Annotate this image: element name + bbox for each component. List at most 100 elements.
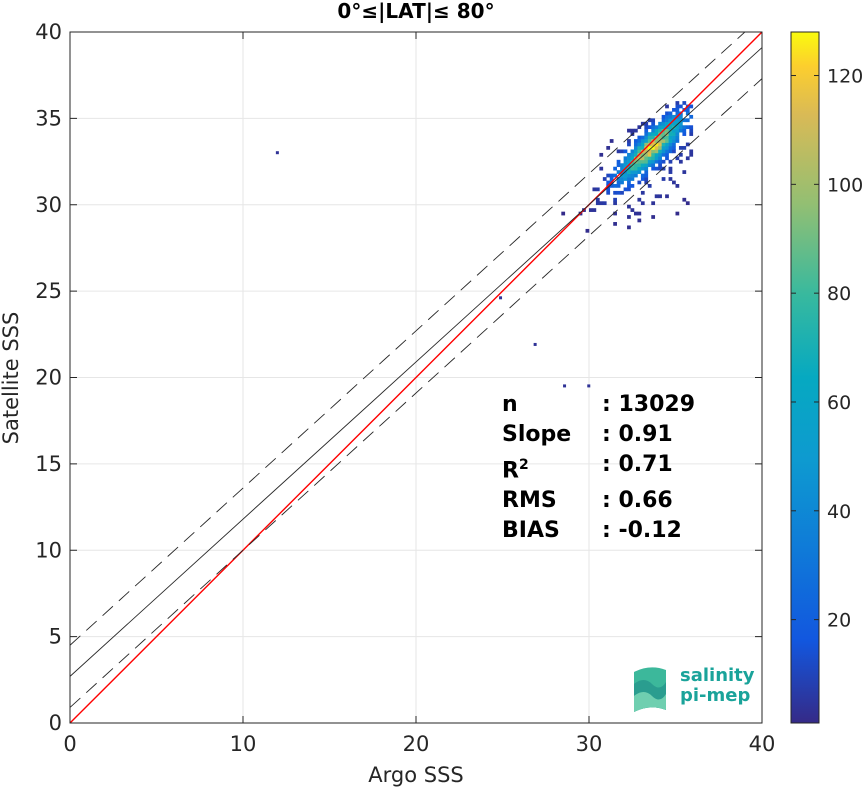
chart-title: 0°≤|LAT|≤ 80° <box>337 0 495 23</box>
density-cell <box>644 149 649 154</box>
density-cell <box>661 118 666 123</box>
density-cell <box>651 152 656 157</box>
density-cell <box>637 146 642 150</box>
density-cell <box>658 166 662 171</box>
density-cell <box>675 118 680 123</box>
density-cell <box>633 170 638 174</box>
density-cell <box>665 139 669 143</box>
y-tick-label: 15 <box>35 452 62 476</box>
density-cell <box>685 111 690 116</box>
density-cell <box>651 132 656 136</box>
density-cell <box>640 156 645 161</box>
density-cell <box>672 132 676 136</box>
density-cell <box>606 146 611 150</box>
x-tick-label: 10 <box>230 732 257 756</box>
density-cell <box>672 114 676 119</box>
density-cell <box>644 132 649 136</box>
stat-slope-value: : 0.91 <box>602 422 673 447</box>
outlier-cell <box>499 296 503 300</box>
density-cell <box>637 197 642 202</box>
density-cell <box>665 142 669 147</box>
density-cell <box>665 111 669 116</box>
density-cell <box>658 152 662 157</box>
density-cell <box>627 187 631 192</box>
density-cell <box>647 163 652 168</box>
density-cell <box>644 166 649 171</box>
density-cell <box>623 173 628 178</box>
density-cell <box>627 142 631 147</box>
density-cell <box>685 118 690 123</box>
density-cell <box>644 180 649 185</box>
density-cell <box>630 208 635 212</box>
density-cell <box>637 149 642 154</box>
density-cell <box>668 166 673 171</box>
density-cell <box>654 159 659 164</box>
density-cell <box>678 114 683 119</box>
density-cell <box>640 135 645 140</box>
density-cell <box>637 135 642 140</box>
density-cell <box>613 201 617 206</box>
density-cell <box>644 177 649 181</box>
density-cell <box>658 125 662 130</box>
density-cell <box>640 201 645 206</box>
density-cell <box>665 128 669 133</box>
logo-text: salinity pi-mep <box>680 665 755 706</box>
density-cell <box>675 132 680 136</box>
density-cell <box>651 201 656 206</box>
density-cell <box>623 177 628 181</box>
density-cell <box>668 139 673 143</box>
density-cell <box>651 128 656 133</box>
density-cell <box>647 135 652 140</box>
density-cell <box>651 215 656 219</box>
density-cell <box>630 177 635 181</box>
stat-n-label: n <box>502 392 518 417</box>
outlier-cell <box>587 384 591 388</box>
density-cell <box>637 211 642 216</box>
stat-rms-label: RMS <box>502 488 557 514</box>
density-cell <box>682 128 687 133</box>
density-cell <box>620 149 624 154</box>
density-cell <box>651 163 656 168</box>
colorbar-tick-label: 80 <box>827 283 851 305</box>
density-cell <box>633 211 638 216</box>
colorbar-tick-label: 100 <box>827 174 863 196</box>
density-cell <box>633 142 638 147</box>
y-tick-label: 10 <box>35 538 62 562</box>
density-cell <box>654 146 659 150</box>
density-cell <box>599 201 604 206</box>
density-cell <box>613 222 617 226</box>
density-cell <box>647 125 652 130</box>
density-cell <box>661 114 666 119</box>
density-cell <box>630 170 635 174</box>
density-cell <box>616 163 621 168</box>
density-cell <box>668 146 673 150</box>
salinity-pimep-logo: salinity pi-mep <box>630 660 760 716</box>
density-cell <box>661 132 666 136</box>
stat-r2-label: R2 <box>502 457 529 484</box>
density-cell <box>595 197 600 202</box>
density-cell <box>613 197 617 202</box>
density-cell <box>640 177 645 181</box>
density-cell <box>678 121 683 126</box>
density-cell <box>647 184 652 188</box>
density-cell <box>640 152 645 157</box>
colorbar-tick-label: 60 <box>827 392 851 414</box>
density-cell <box>623 149 628 154</box>
density-cell <box>630 152 635 157</box>
stat-bias-value: : -0.12 <box>602 518 682 544</box>
density-cell <box>658 163 662 168</box>
density-cell <box>637 142 642 147</box>
density-cell <box>633 149 638 154</box>
density-cell <box>627 215 631 219</box>
density-cell <box>682 146 687 150</box>
stat-n-value: : 13029 <box>602 392 695 417</box>
density-cell <box>678 128 683 133</box>
density-cell <box>647 152 652 157</box>
x-axis-label: Argo SSS <box>368 763 463 787</box>
density-cell <box>595 187 600 192</box>
density-cell <box>620 180 624 185</box>
density-cell <box>651 125 656 130</box>
density-cell <box>627 173 631 178</box>
density-cell <box>665 194 669 199</box>
y-axis-label: Satellite SSS <box>0 312 23 445</box>
